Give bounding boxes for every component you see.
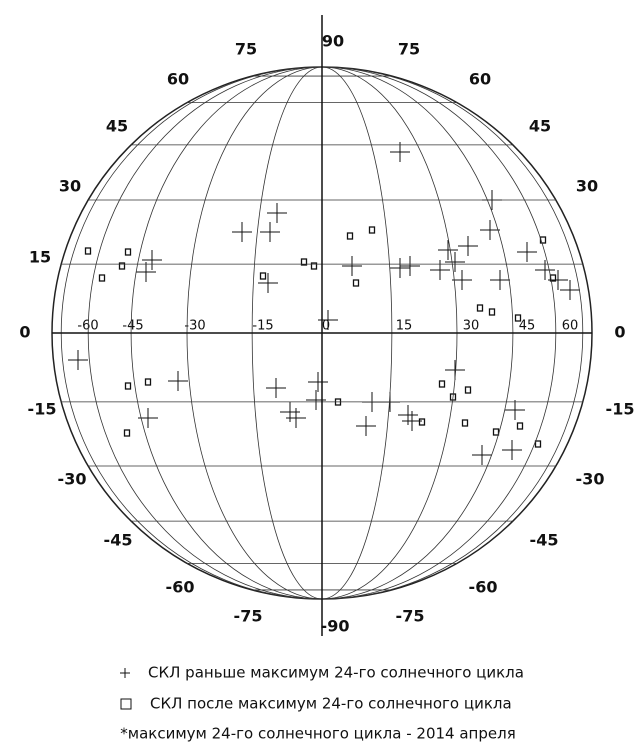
latitude-label: 0: [19, 323, 30, 342]
longitude-label: 45: [519, 319, 536, 334]
latitude-label: 75: [398, 40, 420, 59]
latitude-label: -30: [576, 470, 605, 489]
longitude-label: -45: [122, 319, 143, 334]
latitude-label: -75: [234, 607, 263, 626]
square-marker: [346, 232, 354, 240]
square-marker: [352, 279, 360, 287]
latitude-label: -15: [606, 400, 635, 419]
square-marker: [534, 440, 542, 448]
latitude-label: -45: [530, 531, 559, 550]
square-marker: [492, 428, 500, 436]
longitude-label: -30: [184, 319, 205, 334]
latitude-label: -60: [166, 578, 195, 597]
square-marker: [144, 378, 152, 386]
longitude-label: -15: [252, 319, 273, 334]
square-marker: [488, 308, 496, 316]
legend-after: СКЛ после максимум 24-го солнечного цикл…: [150, 695, 512, 713]
longitude-label: 0: [322, 319, 330, 334]
longitude-label: 60: [562, 319, 579, 334]
legend-note: *максимум 24-го солнечного цикла - 2014 …: [120, 725, 515, 743]
square-marker: [124, 248, 132, 256]
square-marker: [461, 419, 469, 427]
latitude-label: -30: [58, 470, 87, 489]
latitude-label: 30: [576, 177, 598, 196]
square-marker: [124, 382, 132, 390]
square-marker: [514, 314, 522, 322]
square-marker: [516, 422, 524, 430]
square-marker: [438, 380, 446, 388]
square-marker: [84, 247, 92, 255]
latitude-label: 90: [322, 32, 344, 51]
latitude-label: 60: [469, 70, 491, 89]
latitude-label: 15: [29, 248, 51, 267]
square-marker: [300, 258, 308, 266]
square-marker: [123, 429, 131, 437]
square-marker: [118, 262, 126, 270]
latitude-label: -45: [104, 531, 133, 550]
latitude-label: 75: [235, 40, 257, 59]
latitude-label: -15: [28, 400, 57, 419]
square-symbol: [120, 698, 132, 710]
longitude-label: 15: [396, 319, 413, 334]
longitude-label: 30: [463, 319, 480, 334]
square-marker: [259, 272, 267, 280]
square-marker: [539, 236, 547, 244]
latitude-label: 60: [167, 70, 189, 89]
latitude-label: 0: [614, 323, 625, 342]
latitude-label: -60: [469, 578, 498, 597]
latitude-label: 45: [106, 117, 128, 136]
square-marker: [464, 386, 472, 394]
latitude-label: 30: [59, 177, 81, 196]
latitude-label: 45: [529, 117, 551, 136]
square-marker: [310, 262, 318, 270]
latitude-label: -75: [396, 607, 425, 626]
square-marker: [368, 226, 376, 234]
square-marker: [476, 304, 484, 312]
legend-before: СКЛ раньше максимум 24-го солнечного цик…: [148, 664, 524, 682]
legend: СКЛ раньше максимум 24-го солнечного цик…: [120, 664, 524, 743]
square-marker: [98, 274, 106, 282]
square-marker: [418, 418, 426, 426]
latitude-label: -90: [321, 617, 350, 636]
